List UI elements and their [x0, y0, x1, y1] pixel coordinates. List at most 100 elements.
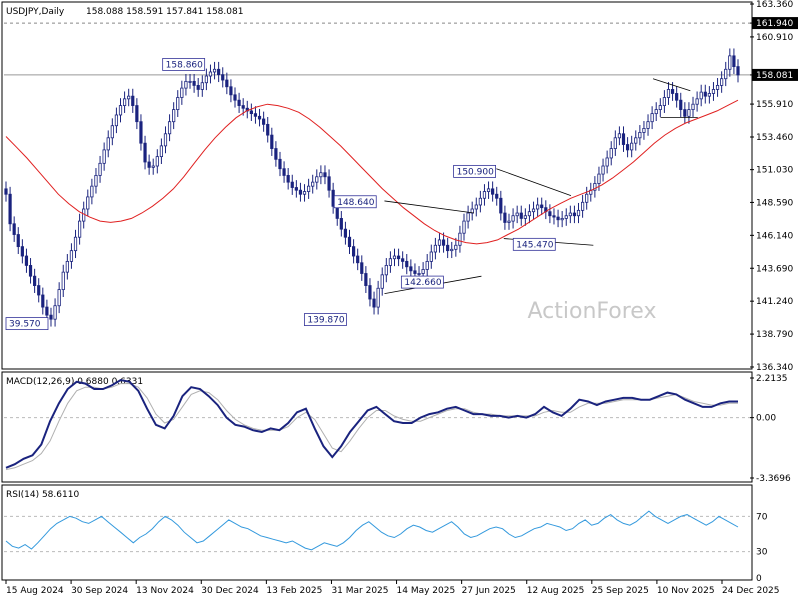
- price-tick-label: 155.910: [756, 100, 793, 110]
- candle-body: [323, 172, 327, 178]
- candle-body: [274, 148, 278, 160]
- candle-body: [102, 149, 106, 164]
- macd-line: [5, 378, 738, 469]
- candle-body: [364, 273, 368, 286]
- candle-body: [135, 105, 139, 123]
- candle-body: [625, 144, 630, 151]
- candlestick-series: [4, 48, 740, 327]
- candle-body: [221, 74, 225, 81]
- candle-body: [262, 118, 266, 125]
- candle-body: [41, 294, 45, 308]
- macd-tick-label: -3.3696: [756, 474, 791, 484]
- candle-body: [495, 193, 499, 199]
- annotation-box: [453, 164, 497, 178]
- annotation-label: 158.860: [166, 60, 203, 70]
- candle-body: [687, 109, 691, 117]
- candle-body: [499, 197, 503, 214]
- candle-body: [225, 79, 229, 88]
- candle-body: [638, 132, 642, 139]
- candle-body: [707, 93, 711, 97]
- candle-body: [319, 172, 323, 178]
- candle-body: [278, 158, 282, 170]
- candle-body: [315, 176, 319, 183]
- candle-body: [642, 128, 646, 133]
- price-tick-label: 160.910: [756, 33, 793, 43]
- candle-body: [147, 161, 151, 168]
- time-tick-label: 13 Nov 2024: [136, 586, 194, 596]
- time-tick-label: 30 Dec 2024: [201, 586, 259, 596]
- candle-body: [715, 85, 720, 90]
- candle-body: [441, 239, 446, 246]
- candle-body: [45, 306, 49, 316]
- level-lines: [4, 22, 750, 76]
- candle-body: [568, 212, 572, 217]
- candle-body: [691, 103, 695, 110]
- rsi-series: [5, 510, 739, 551]
- candle-body: [311, 181, 315, 187]
- candle-body: [53, 305, 57, 320]
- candle-body: [24, 255, 29, 266]
- candle-body: [78, 220, 82, 238]
- candle-body: [458, 232, 462, 246]
- candle-body: [724, 68, 728, 80]
- candle-body: [65, 261, 69, 273]
- price-annotations: 158.860 148.640 150.900 145.470 142.660 139.8…: [5, 58, 556, 331]
- rsi-tick-label: 30: [756, 548, 768, 558]
- candle-body: [82, 208, 86, 222]
- time-axis: 15 Aug 2024 30 Sep 2024 13 Nov 2024 30 Dec …: [5, 580, 780, 596]
- rsi-label: RSI(14) 58.6110: [6, 490, 79, 500]
- annotation-label: 39.570: [9, 320, 41, 330]
- candle-body: [192, 80, 196, 86]
- candle-body: [249, 110, 253, 115]
- candle-body: [127, 95, 131, 100]
- candle-body: [634, 137, 638, 144]
- time-tick-label: 24 Dec 2025: [722, 586, 780, 596]
- candle-body: [548, 211, 552, 217]
- candle-body: [405, 261, 409, 268]
- rsi-tick-label: 0: [756, 574, 762, 584]
- candle-body: [159, 145, 163, 158]
- candle-body: [172, 109, 176, 123]
- macd-axis: 2.2135 0.00 -3.3696: [4, 374, 791, 484]
- candle-body: [61, 271, 65, 291]
- candle-body: [515, 212, 519, 217]
- candle-body: [368, 285, 372, 300]
- candle-body: [491, 188, 495, 195]
- price-tag-bg: [752, 68, 798, 81]
- candle-body: [523, 215, 527, 219]
- price-tag-bg: [752, 17, 798, 30]
- candle-body: [343, 228, 348, 238]
- candle-body: [446, 244, 450, 252]
- time-tick-label: 15 Aug 2024: [6, 586, 64, 596]
- candle-body: [176, 97, 180, 110]
- annotation-box: [303, 313, 347, 326]
- moving-average: [5, 99, 739, 245]
- candle-body: [650, 113, 654, 123]
- time-tick-label: 13 Feb 2025: [266, 586, 322, 596]
- rsi-axis: 70 30 0: [4, 512, 768, 584]
- candle-body: [298, 189, 303, 195]
- candle-body: [200, 82, 204, 90]
- macd-series: [5, 378, 738, 471]
- candle-body: [360, 262, 364, 274]
- candle-body: [454, 244, 458, 250]
- time-tick-label: 31 Mar 2025: [331, 586, 388, 596]
- candle-body: [388, 258, 393, 266]
- price-tag-label: 161.940: [756, 19, 793, 29]
- candle-body: [8, 193, 12, 225]
- candle-body: [450, 248, 454, 252]
- candle-body: [609, 148, 613, 159]
- candle-body: [417, 273, 421, 275]
- time-tick-label: 10 Nov 2025: [657, 586, 715, 596]
- candle-body: [462, 220, 466, 234]
- time-tick-label: 30 Sep 2024: [71, 586, 128, 596]
- candle-body: [699, 91, 703, 100]
- candle-body: [654, 109, 658, 115]
- annotation-label: 139.870: [307, 316, 344, 326]
- candle-body: [593, 183, 597, 191]
- candle-body: [425, 261, 429, 270]
- candle-body: [552, 215, 556, 218]
- candle-body: [131, 95, 135, 106]
- candle-body: [540, 204, 544, 209]
